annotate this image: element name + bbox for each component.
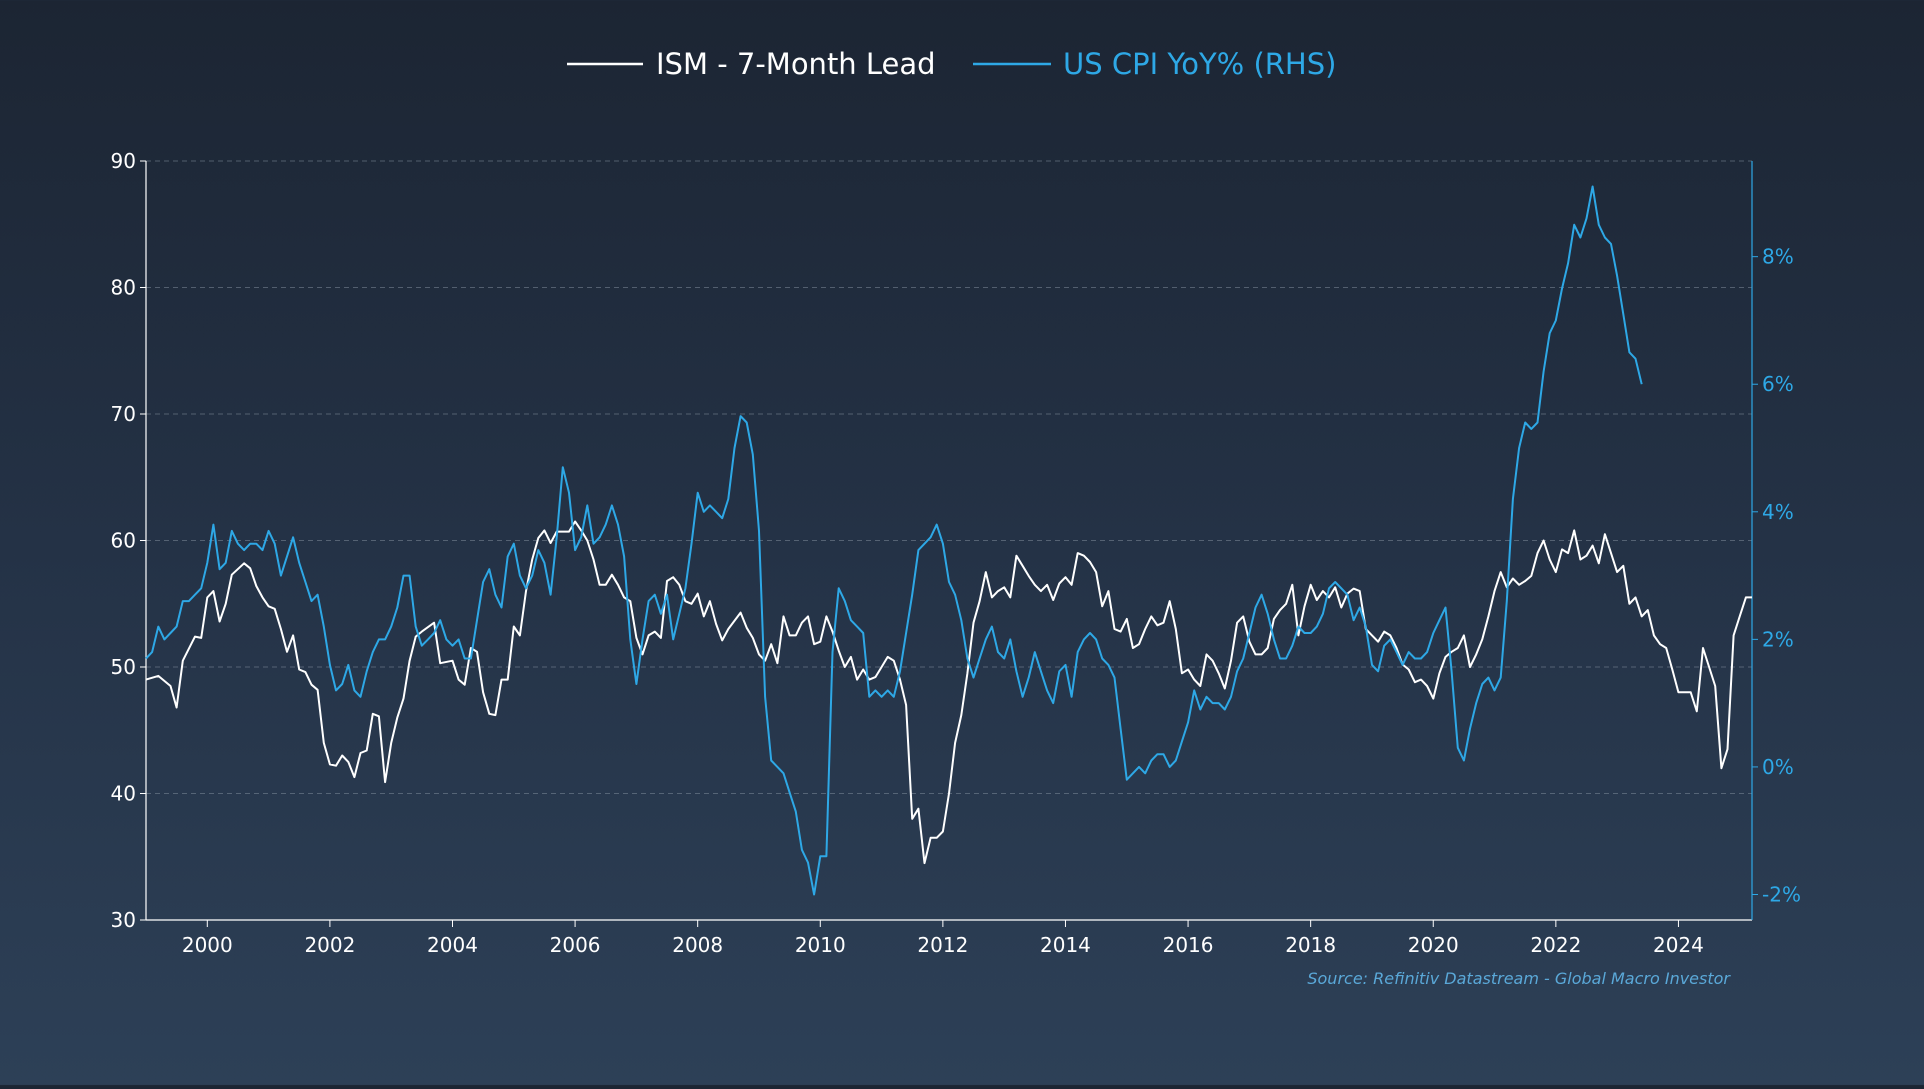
left-tick-label-30: 30 — [111, 908, 136, 932]
left-axis-ticks: 30 40 50 60 70 80 90 — [111, 149, 146, 932]
x-tick-label-2022: 2022 — [1530, 933, 1581, 957]
x-tick-label-2010: 2010 — [795, 933, 846, 957]
source-note: Source: Refinitiv Datastream - Global Ma… — [1307, 969, 1731, 988]
right-tick-label-2: 2% — [1762, 627, 1794, 651]
legend-label-cpi: US CPI YoY% (RHS) — [1063, 47, 1336, 81]
right-axis-ticks: -2% 0% 2% 4% 6% 8% — [1752, 245, 1801, 906]
x-tick-label-2012: 2012 — [917, 933, 968, 957]
left-tick-label-40: 40 — [111, 782, 136, 806]
left-tick-label-90: 90 — [111, 149, 136, 173]
right-tick-label-4: 6% — [1762, 372, 1794, 396]
x-tick-label-2002: 2002 — [304, 933, 355, 957]
series-line-ism — [145, 520, 1752, 865]
left-tick-label-80: 80 — [111, 276, 136, 300]
series-layer — [145, 185, 1752, 896]
x-tick-label-2020: 2020 — [1408, 933, 1459, 957]
right-tick-label-0: -2% — [1762, 882, 1801, 906]
x-tick-label-2018: 2018 — [1285, 933, 1336, 957]
x-tick-label-2016: 2016 — [1163, 933, 1214, 957]
x-tick-label-2008: 2008 — [672, 933, 723, 957]
x-tick-label-2024: 2024 — [1653, 933, 1704, 957]
series-line-cpi — [145, 185, 1643, 896]
legend-label-ism: ISM - 7-Month Lead — [656, 47, 936, 81]
x-tick-label-2014: 2014 — [1040, 933, 1091, 957]
left-tick-label-70: 70 — [111, 402, 136, 426]
x-axis-ticks: 2000 2002 2004 2006 2008 2010 2012 2014 2016 2018… — [182, 920, 1704, 957]
right-tick-label-1: 0% — [1762, 755, 1794, 779]
legend: ISM - 7-Month Lead US CPI YoY% (RHS) — [567, 47, 1336, 81]
right-tick-label-3: 4% — [1762, 500, 1794, 524]
x-tick-label-2000: 2000 — [182, 933, 233, 957]
x-tick-label-2004: 2004 — [427, 933, 478, 957]
left-tick-label-60: 60 — [111, 529, 136, 553]
x-tick-label-2006: 2006 — [550, 933, 601, 957]
left-tick-label-50: 50 — [111, 655, 136, 679]
gridlines — [146, 160, 1752, 794]
right-tick-label-5: 8% — [1762, 245, 1794, 269]
